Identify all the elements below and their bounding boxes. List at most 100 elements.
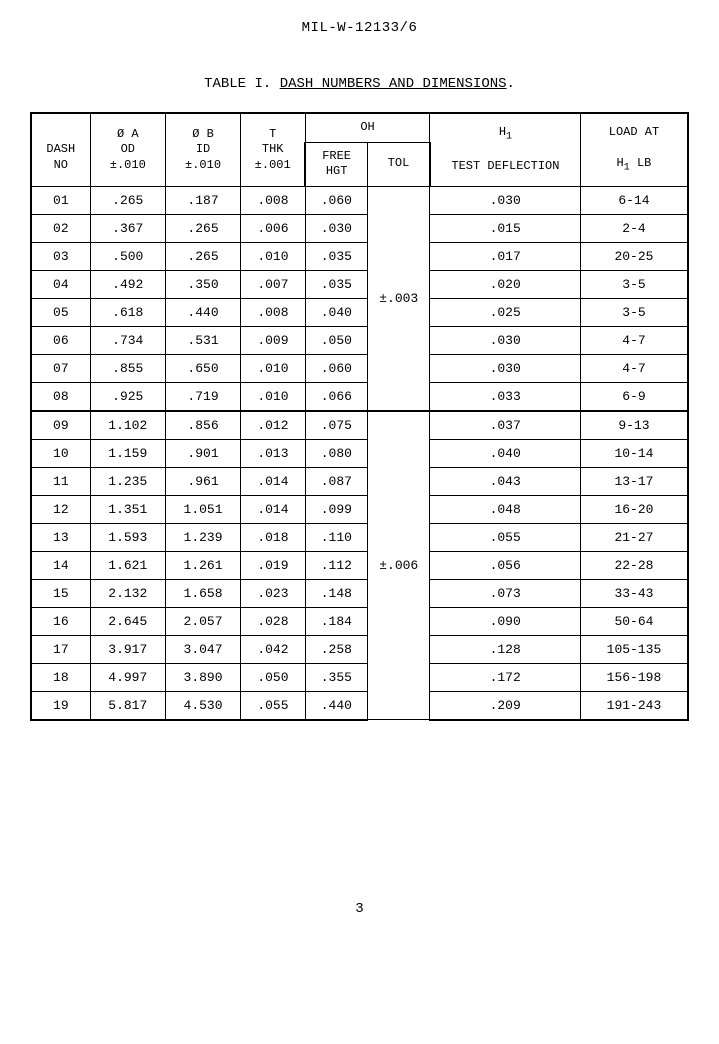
cell-free: .112 (305, 551, 367, 579)
hdr-free-l1: FREE (322, 149, 351, 163)
cell-h1: .037 (430, 411, 581, 440)
cell-t: .018 (241, 523, 306, 551)
cell-oa: 5.817 (90, 691, 165, 720)
table-row: 04.492.350.007.035.0203-5 (31, 270, 688, 298)
cell-load: 10-14 (580, 439, 688, 467)
cell-dash: 14 (31, 551, 90, 579)
cell-oa: .500 (90, 242, 165, 270)
cell-dash: 13 (31, 523, 90, 551)
cell-h1: .020 (430, 270, 581, 298)
table-row: 07.855.650.010.060.0304-7 (31, 354, 688, 382)
cell-t: .009 (241, 326, 306, 354)
cell-load: 3-5 (580, 270, 688, 298)
cell-free: .258 (305, 635, 367, 663)
cell-dash: 08 (31, 382, 90, 411)
cell-oa: 1.102 (90, 411, 165, 440)
hdr-dash-l3: NO (54, 158, 68, 172)
hdr-load-l2: H (617, 156, 624, 170)
hdr-t-l2: THK (262, 142, 284, 156)
hdr-h1-l2: TEST DEFLECTION (451, 159, 559, 173)
cell-load: 9-13 (580, 411, 688, 440)
cell-ob: .350 (165, 270, 240, 298)
table-row: 06.734.531.009.050.0304-7 (31, 326, 688, 354)
table-row: 121.3511.051.014.099.04816-20 (31, 495, 688, 523)
cell-oa: 4.997 (90, 663, 165, 691)
cell-t: .008 (241, 186, 306, 214)
cell-oa: 1.351 (90, 495, 165, 523)
cell-ob: .440 (165, 298, 240, 326)
cell-free: .087 (305, 467, 367, 495)
cell-dash: 07 (31, 354, 90, 382)
col-header-oa: Ø A OD ±.010 (90, 113, 165, 186)
table-row: 152.1321.658.023.148.07333-43 (31, 579, 688, 607)
cell-t: .010 (241, 242, 306, 270)
cell-ob: .961 (165, 467, 240, 495)
cell-oa: .618 (90, 298, 165, 326)
cell-ob: 2.057 (165, 607, 240, 635)
cell-h1: .025 (430, 298, 581, 326)
cell-h1: .030 (430, 186, 581, 214)
caption-title: DASH NUMBERS AND DIMENSIONS (280, 76, 507, 92)
cell-load: 50-64 (580, 607, 688, 635)
cell-load: 33-43 (580, 579, 688, 607)
hdr-t-l1: T (269, 127, 276, 141)
cell-load: 16-20 (580, 495, 688, 523)
cell-load: 21-27 (580, 523, 688, 551)
hdr-oa-l2: OD (121, 142, 135, 156)
cell-free: .148 (305, 579, 367, 607)
cell-dash: 06 (31, 326, 90, 354)
cell-dash: 12 (31, 495, 90, 523)
cell-dash: 02 (31, 214, 90, 242)
cell-load: 4-7 (580, 354, 688, 382)
cell-load: 2-4 (580, 214, 688, 242)
table-row: 101.159.901.013.080.04010-14 (31, 439, 688, 467)
cell-ob: 1.239 (165, 523, 240, 551)
hdr-oa-l1: Ø A (117, 127, 139, 141)
cell-free: .040 (305, 298, 367, 326)
cell-oa: 1.621 (90, 551, 165, 579)
table-row: 08.925.719.010.066.0336-9 (31, 382, 688, 411)
cell-h1: .048 (430, 495, 581, 523)
cell-t: .007 (241, 270, 306, 298)
cell-h1: .056 (430, 551, 581, 579)
table-row: 162.6452.057.028.184.09050-64 (31, 607, 688, 635)
cell-t: .042 (241, 635, 306, 663)
cell-dash: 09 (31, 411, 90, 440)
cell-t: .014 (241, 467, 306, 495)
cell-ob: .265 (165, 242, 240, 270)
hdr-t-l3: ±.001 (255, 158, 291, 172)
table-row: 03.500.265.010.035.01720-25 (31, 242, 688, 270)
cell-h1: .015 (430, 214, 581, 242)
cell-free: .440 (305, 691, 367, 720)
cell-oa: .734 (90, 326, 165, 354)
cell-ob: 1.261 (165, 551, 240, 579)
cell-ob: .719 (165, 382, 240, 411)
cell-dash: 10 (31, 439, 90, 467)
table-row: 091.102.856.012.075±.006.0379-13 (31, 411, 688, 440)
cell-dash: 04 (31, 270, 90, 298)
hdr-ob-l2: ID (196, 142, 210, 156)
cell-t: .055 (241, 691, 306, 720)
cell-oa: .855 (90, 354, 165, 382)
cell-free: .184 (305, 607, 367, 635)
table-row: 195.8174.530.055.440.209191-243 (31, 691, 688, 720)
cell-ob: .187 (165, 186, 240, 214)
cell-dash: 16 (31, 607, 90, 635)
cell-t: .012 (241, 411, 306, 440)
hdr-ob-l1: Ø B (192, 127, 214, 141)
cell-dash: 11 (31, 467, 90, 495)
caption-suffix: . (507, 76, 515, 92)
cell-ob: .265 (165, 214, 240, 242)
hdr-oa-l3: ±.010 (110, 158, 146, 172)
cell-load: 4-7 (580, 326, 688, 354)
cell-t: .008 (241, 298, 306, 326)
cell-h1: .128 (430, 635, 581, 663)
caption-prefix: TABLE I. (204, 76, 280, 92)
cell-load: 191-243 (580, 691, 688, 720)
cell-free: .050 (305, 326, 367, 354)
cell-ob: 3.890 (165, 663, 240, 691)
cell-ob: 3.047 (165, 635, 240, 663)
cell-oa: .265 (90, 186, 165, 214)
cell-dash: 03 (31, 242, 90, 270)
cell-load: 6-14 (580, 186, 688, 214)
